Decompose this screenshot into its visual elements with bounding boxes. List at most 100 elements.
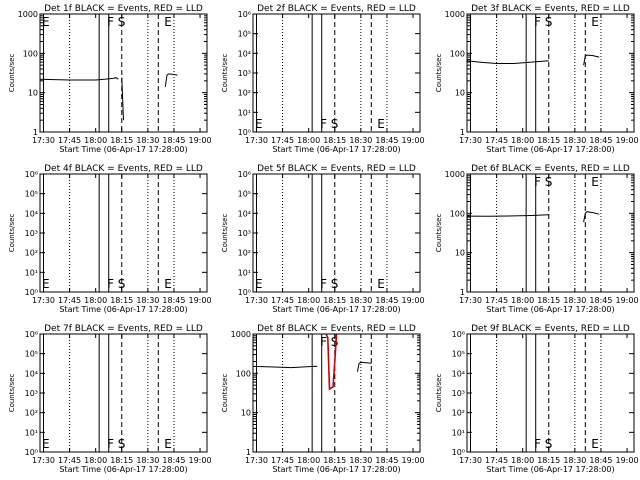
x-axis-label: Start Time (06-Apr-17 17:28:00): [59, 465, 187, 474]
y-tick-label: 100: [23, 49, 38, 58]
marker-label-e: E: [591, 175, 599, 189]
marker-label-f: F: [107, 15, 114, 29]
marker-label-f: F: [534, 175, 541, 189]
y-tick-label: 10⁵: [25, 350, 38, 359]
y-tick-label: 10⁴: [452, 369, 465, 378]
x-tick-label: 18:00: [84, 136, 107, 145]
y-tick-label: 10⁵: [238, 190, 251, 199]
y-tick-label: 10¹: [238, 268, 251, 277]
series-lld-line: [325, 333, 338, 391]
panel-title: Det 5f BLACK = Events, RED = LLD: [257, 164, 416, 174]
x-tick-label: 19:00: [189, 456, 212, 465]
marker-label-f: F: [107, 277, 114, 291]
y-tick-label: 10⁴: [25, 369, 38, 378]
x-tick-label: 17:30: [459, 456, 482, 465]
y-tick-label: 10²: [238, 249, 251, 258]
x-tick-label: 18:15: [110, 456, 133, 465]
x-tick-label: 18:30: [349, 296, 372, 305]
x-tick-label: 17:45: [271, 456, 294, 465]
x-tick-label: 19:00: [402, 456, 425, 465]
y-tick-label: 10⁶: [238, 10, 251, 19]
marker-label-s: S: [331, 117, 339, 131]
marker-label-e: E: [164, 15, 172, 29]
y-tick-label: 10⁴: [238, 49, 251, 58]
x-axis-label: Start Time (06-Apr-17 17:28:00): [59, 305, 187, 314]
x-axis-label: Start Time (06-Apr-17 17:28:00): [272, 145, 400, 154]
y-tick-label: 10: [28, 89, 38, 98]
x-tick-label: 17:45: [58, 456, 81, 465]
x-tick-label: 19:00: [189, 136, 212, 145]
x-tick-label: 19:00: [402, 296, 425, 305]
x-tick-label: 17:30: [459, 136, 482, 145]
y-tick-label: 10⁴: [238, 209, 251, 218]
panel-title: Det 3f BLACK = Events, RED = LLD: [471, 4, 630, 14]
x-tick-label: 18:00: [297, 456, 320, 465]
x-tick-label: 17:45: [485, 136, 508, 145]
series-events-line: [39, 77, 119, 81]
x-axis-label: Start Time (06-Apr-17 17:28:00): [486, 305, 614, 314]
x-tick-label: 17:30: [32, 296, 55, 305]
y-tick-label: 1: [460, 288, 465, 297]
y-axis-label: Counts/sec: [221, 54, 229, 93]
panel-det-4f: Det 4f BLACK = Events, RED = LLD E F S E 17:3…: [8, 164, 212, 314]
series-events-line: [356, 361, 372, 372]
x-tick-label: 18:30: [563, 136, 586, 145]
x-tick-label: 18:00: [511, 456, 534, 465]
panel-title: Det 6f BLACK = Events, RED = LLD: [471, 164, 630, 174]
panel-det-7f: Det 7f BLACK = Events, RED = LLD E F S E 17:3…: [8, 324, 212, 474]
x-tick-label: 17:45: [485, 296, 508, 305]
plot-frame: [39, 173, 208, 293]
y-tick-label: 10³: [452, 389, 465, 398]
marker-label-e: E: [591, 437, 599, 451]
x-tick-label: 18:15: [537, 296, 560, 305]
marker-label-e: E: [591, 15, 599, 29]
x-tick-label: 18:45: [162, 136, 185, 145]
x-tick-label: 18:45: [375, 136, 398, 145]
series-events-line: [121, 77, 124, 121]
y-tick-label: 10⁰: [452, 448, 465, 457]
y-axis-label: Counts/sec: [435, 214, 443, 253]
series-events-line: [466, 60, 549, 64]
x-axis-label: Start Time (06-Apr-17 17:28:00): [272, 465, 400, 474]
x-tick-label: 19:00: [616, 456, 639, 465]
x-tick-label: 18:15: [537, 136, 560, 145]
marker-label-e: E: [164, 437, 172, 451]
x-tick-label: 17:30: [32, 456, 55, 465]
marker-label-f: F: [320, 117, 327, 131]
plot-frame: [252, 173, 421, 293]
x-tick-label: 17:30: [459, 296, 482, 305]
y-tick-label: 10⁵: [238, 30, 251, 39]
y-tick-label: 10³: [25, 389, 38, 398]
x-tick-label: 18:00: [511, 136, 534, 145]
x-tick-label: 18:45: [162, 456, 185, 465]
y-tick-label: 1000: [18, 10, 38, 19]
y-axis-label: Counts/sec: [8, 214, 16, 253]
y-tick-label: 1: [33, 128, 38, 137]
y-axis-label: Counts/sec: [435, 54, 443, 93]
y-tick-label: 10⁰: [25, 288, 38, 297]
y-tick-label: 10⁶: [25, 170, 38, 179]
x-axis-label: Start Time (06-Apr-17 17:28:00): [486, 145, 614, 154]
series-events-line: [583, 54, 600, 66]
y-tick-label: 1000: [231, 330, 251, 339]
y-tick-label: 10: [241, 409, 251, 418]
x-tick-label: 18:45: [589, 296, 612, 305]
x-tick-label: 18:15: [110, 296, 133, 305]
x-tick-label: 17:30: [245, 136, 268, 145]
marker-label-e: E: [42, 15, 50, 29]
y-tick-label: 10¹: [452, 428, 465, 437]
y-tick-label: 10: [455, 89, 465, 98]
x-tick-label: 19:00: [402, 136, 425, 145]
y-tick-label: 10⁶: [25, 330, 38, 339]
series-events-line: [252, 365, 318, 369]
marker-label-e: E: [377, 277, 385, 291]
x-tick-label: 18:30: [349, 456, 372, 465]
x-tick-label: 18:45: [589, 456, 612, 465]
x-axis-label: Start Time (06-Apr-17 17:28:00): [486, 465, 614, 474]
x-tick-label: 18:00: [297, 136, 320, 145]
marker-label-f: F: [320, 335, 327, 349]
